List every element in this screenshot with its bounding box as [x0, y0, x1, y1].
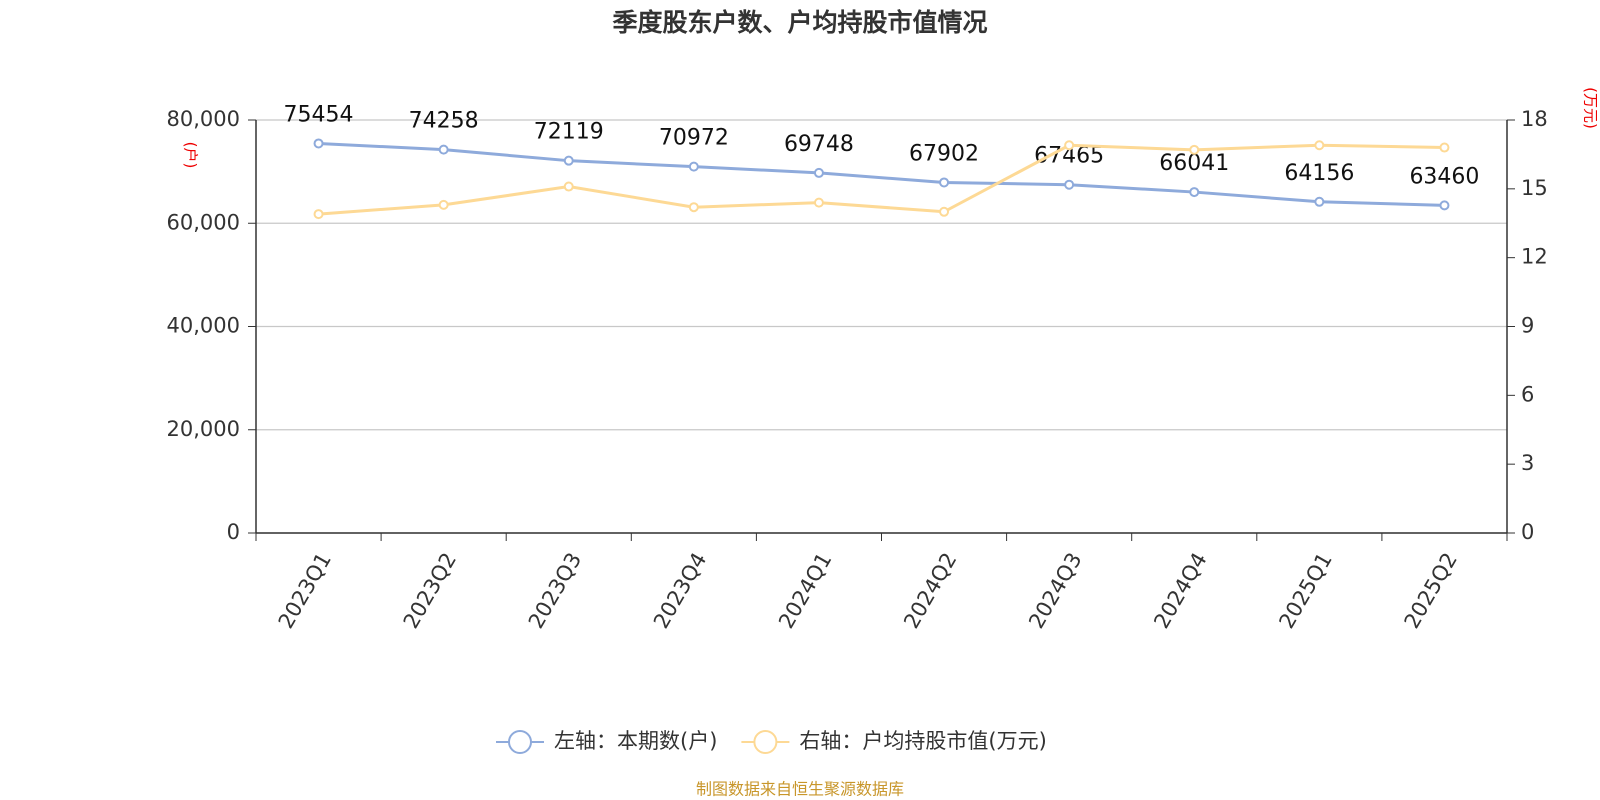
data-point[interactable]: [1314, 140, 1325, 151]
data-label: 63460: [1409, 164, 1479, 189]
y-tick-label: 60,000: [167, 210, 240, 234]
x-tick-label: 2025Q2: [1400, 549, 1462, 633]
y2-tick-label: 9: [1521, 314, 1534, 338]
data-point[interactable]: [563, 155, 574, 166]
y2-tick-label: 18: [1521, 107, 1548, 131]
y2-tick-label: 0: [1521, 520, 1534, 544]
data-point[interactable]: [438, 199, 449, 210]
legend-label: 左轴：本期数(户): [554, 729, 717, 753]
data-point[interactable]: [313, 209, 324, 220]
data-label: 69748: [784, 132, 854, 157]
y-tick-label: 40,000: [167, 314, 240, 338]
x-tick-label: 2025Q1: [1274, 549, 1336, 633]
data-point[interactable]: [939, 206, 950, 217]
data-point[interactable]: [1189, 144, 1200, 155]
data-point[interactable]: [1064, 179, 1075, 190]
data-label: 70972: [659, 126, 729, 151]
x-tick-label: 2023Q2: [399, 549, 461, 633]
data-point[interactable]: [813, 167, 824, 178]
legend-marker: [508, 730, 532, 754]
data-label: 64156: [1284, 161, 1354, 186]
x-tick-label: 2023Q4: [649, 549, 711, 633]
data-label: 74258: [409, 109, 479, 134]
data-label: 67902: [909, 141, 979, 166]
chart-title: 季度股东户数、户均持股市值情况: [612, 8, 987, 37]
data-point[interactable]: [1314, 196, 1325, 207]
data-point[interactable]: [1439, 142, 1450, 153]
x-tick-label: 2023Q1: [274, 549, 336, 633]
data-label: 66041: [1159, 151, 1229, 176]
data-point[interactable]: [813, 197, 824, 208]
data-point[interactable]: [939, 177, 950, 188]
y-tick-label: 80,000: [167, 107, 240, 131]
data-label: 72119: [534, 120, 604, 145]
series-line: [318, 143, 1445, 216]
y2-tick-label: 15: [1521, 176, 1548, 200]
source-note: 制图数据来自恒生聚源数据库: [696, 780, 904, 799]
data-point[interactable]: [1064, 140, 1075, 151]
data-point[interactable]: [438, 144, 449, 155]
x-tick-label: 2024Q3: [1024, 549, 1086, 633]
data-point[interactable]: [688, 202, 699, 213]
y-tick-label: 20,000: [167, 417, 240, 441]
x-tick-label: 2023Q3: [524, 549, 586, 633]
legend-item[interactable]: 左轴：本期数(户): [496, 729, 717, 754]
data-label: 75454: [284, 102, 354, 127]
data-point[interactable]: [563, 181, 574, 192]
data-point[interactable]: [313, 138, 324, 149]
y2-tick-label: 12: [1521, 245, 1548, 269]
y-tick-label: 0: [227, 520, 240, 544]
y2-axis-unit: (万元): [1582, 87, 1600, 129]
data-point[interactable]: [1439, 200, 1450, 211]
legend-marker: [753, 730, 778, 754]
x-tick-label: 2024Q2: [899, 549, 961, 633]
legend-label: 右轴：户均持股市值(万元): [799, 729, 1046, 753]
series-line: [318, 141, 1445, 207]
x-tick-label: 2024Q4: [1149, 549, 1211, 633]
y2-tick-label: 3: [1521, 451, 1534, 475]
y-axis-unit: (户): [182, 142, 200, 169]
data-point[interactable]: [688, 161, 699, 172]
y2-tick-label: 6: [1521, 382, 1534, 406]
data-point[interactable]: [1189, 187, 1200, 198]
legend-item[interactable]: 右轴：户均持股市值(万元): [741, 729, 1047, 754]
x-tick-label: 2024Q1: [774, 549, 836, 633]
